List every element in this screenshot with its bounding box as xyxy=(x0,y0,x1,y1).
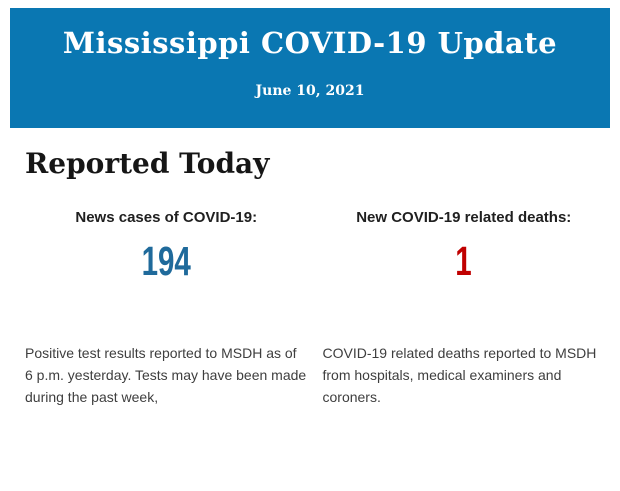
header-banner: Mississippi COVID-19 Update June 10, 202… xyxy=(10,8,610,128)
page-title: Mississippi COVID-19 Update xyxy=(62,26,558,60)
new-deaths-description: COVID-19 related deaths reported to MSDH… xyxy=(322,345,597,405)
stat-new-cases: News cases of COVID-19: 194 Positive tes… xyxy=(25,209,308,408)
new-deaths-label: New COVID-19 related deaths: xyxy=(356,209,572,226)
new-cases-number: 194 xyxy=(141,238,191,284)
section-heading: Reported Today xyxy=(25,147,270,180)
new-cases-description: Positive test results reported to MSDH a… xyxy=(25,345,307,405)
new-cases-value: 194 xyxy=(25,240,308,282)
stats-row: News cases of COVID-19: 194 Positive tes… xyxy=(25,209,605,408)
report-date: June 10, 2021 xyxy=(255,83,365,99)
new-cases-label: News cases of COVID-19: xyxy=(75,209,258,226)
stat-new-deaths: New COVID-19 related deaths: 1 COVID-19 … xyxy=(323,209,606,408)
new-deaths-number: 1 xyxy=(455,238,472,284)
report-body: Reported Today News cases of COVID-19: 1… xyxy=(0,147,620,408)
new-deaths-value: 1 xyxy=(323,240,606,282)
